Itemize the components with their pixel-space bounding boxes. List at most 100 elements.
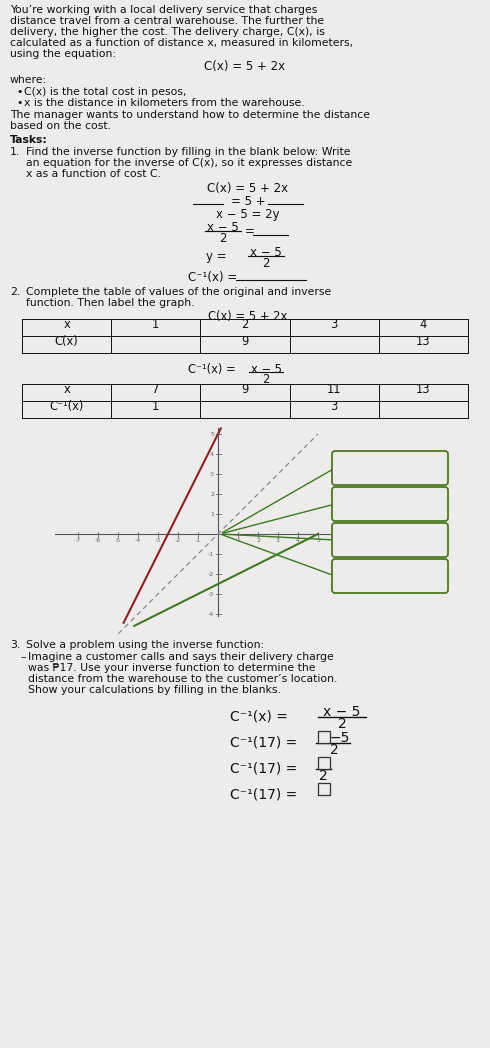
Text: -5: -5 — [115, 538, 121, 543]
Text: •: • — [321, 760, 325, 765]
Text: C⁻¹(17) =: C⁻¹(17) = — [230, 735, 297, 749]
Text: 1.: 1. — [10, 147, 20, 157]
Text: delivery, the higher the cost. The delivery charge, C(x), is: delivery, the higher the cost. The deliv… — [10, 27, 325, 37]
Text: •: • — [16, 99, 23, 108]
Text: 9: 9 — [242, 383, 248, 396]
Text: 2: 2 — [338, 718, 346, 732]
Text: 3: 3 — [276, 538, 280, 543]
Text: 2: 2 — [241, 318, 249, 331]
Text: based on the cost.: based on the cost. — [10, 121, 111, 131]
Text: Solve a problem using the inverse function:: Solve a problem using the inverse functi… — [26, 640, 264, 650]
Text: distance travel from a central warehouse. The further the: distance travel from a central warehouse… — [10, 16, 324, 26]
Text: C(x): C(x) — [55, 335, 78, 348]
Text: Show your calculations by filling in the blanks.: Show your calculations by filling in the… — [28, 685, 281, 695]
Text: -2: -2 — [175, 538, 181, 543]
Text: •: • — [321, 734, 325, 740]
Text: -7: -7 — [75, 538, 81, 543]
Text: C(x) is the total cost in pesos,: C(x) is the total cost in pesos, — [24, 87, 187, 97]
Text: 2: 2 — [262, 257, 270, 270]
Text: =: = — [245, 225, 259, 238]
Text: an equation for the inverse of C(x), so it expresses distance: an equation for the inverse of C(x), so … — [26, 158, 352, 168]
Text: 5: 5 — [316, 538, 320, 543]
Text: 7: 7 — [356, 538, 360, 543]
Text: x − 5 = 2y: x − 5 = 2y — [216, 208, 280, 221]
Text: 3.: 3. — [10, 640, 20, 650]
Text: 2: 2 — [319, 769, 328, 784]
Text: 13: 13 — [416, 335, 431, 348]
Text: function. Then label the graph.: function. Then label the graph. — [26, 298, 195, 308]
Text: 7: 7 — [152, 383, 159, 396]
Text: 1: 1 — [152, 400, 159, 413]
Text: x − 5: x − 5 — [250, 246, 282, 259]
Text: x: x — [63, 383, 70, 396]
Text: -4: -4 — [135, 538, 141, 543]
Text: C⁻¹(x): C⁻¹(x) — [49, 400, 84, 413]
FancyBboxPatch shape — [318, 730, 329, 742]
Text: x − 5: x − 5 — [323, 705, 361, 719]
Text: 2: 2 — [256, 538, 260, 543]
Text: C(x) = 5 + 2x: C(x) = 5 + 2x — [208, 310, 288, 323]
FancyBboxPatch shape — [332, 559, 448, 593]
Text: C⁻¹(17) =: C⁻¹(17) = — [230, 787, 297, 801]
Text: Complete the table of values of the original and inverse: Complete the table of values of the orig… — [26, 287, 331, 297]
Text: x as a function of cost C.: x as a function of cost C. — [26, 169, 161, 179]
FancyBboxPatch shape — [318, 783, 329, 794]
Text: –: – — [20, 652, 25, 662]
Text: 13: 13 — [416, 383, 431, 396]
Text: using the equation:: using the equation: — [10, 49, 116, 59]
Text: -2: -2 — [208, 571, 214, 576]
FancyBboxPatch shape — [332, 523, 448, 556]
Text: C⁻¹(x) =: C⁻¹(x) = — [188, 271, 237, 284]
Text: 4: 4 — [296, 538, 300, 543]
Text: -1: -1 — [208, 551, 214, 556]
Text: C(x) = 5 + 2x: C(x) = 5 + 2x — [204, 60, 286, 73]
FancyBboxPatch shape — [318, 757, 329, 768]
Text: 2: 2 — [210, 492, 214, 497]
Text: The manager wants to understand how to determine the distance: The manager wants to understand how to d… — [10, 110, 370, 121]
Text: 4: 4 — [210, 452, 214, 457]
Text: x: x — [63, 318, 70, 331]
Text: 5: 5 — [210, 432, 214, 437]
Text: C⁻¹(x) =: C⁻¹(x) = — [188, 363, 236, 376]
Text: 2: 2 — [330, 743, 339, 758]
Text: = 5 +: = 5 + — [231, 195, 265, 208]
Text: Imagine a customer calls and says their delivery charge: Imagine a customer calls and says their … — [28, 652, 334, 662]
Text: -3: -3 — [208, 591, 214, 596]
Text: y =: y = — [206, 250, 230, 263]
Text: 1: 1 — [152, 318, 159, 331]
Text: -6: -6 — [95, 538, 101, 543]
Text: C⁻¹(17) =: C⁻¹(17) = — [230, 761, 297, 776]
Text: 2: 2 — [262, 373, 270, 386]
Text: C⁻¹(x) =: C⁻¹(x) = — [230, 709, 288, 723]
Text: 3: 3 — [331, 400, 338, 413]
Text: •: • — [16, 87, 23, 97]
Text: 6: 6 — [336, 538, 340, 543]
Text: 11: 11 — [327, 383, 342, 396]
Text: 4: 4 — [420, 318, 427, 331]
Text: 2: 2 — [219, 232, 227, 245]
Text: -1: -1 — [195, 538, 201, 543]
Text: 9: 9 — [242, 335, 248, 348]
FancyBboxPatch shape — [332, 487, 448, 521]
Text: •: • — [321, 786, 325, 791]
Text: where:: where: — [10, 75, 47, 85]
Text: 3: 3 — [210, 472, 214, 477]
Text: x − 5: x − 5 — [250, 363, 281, 376]
Text: You’re working with a local delivery service that charges: You’re working with a local delivery ser… — [10, 5, 318, 15]
Text: calculated as a function of distance x, measured in kilometers,: calculated as a function of distance x, … — [10, 38, 353, 48]
FancyBboxPatch shape — [332, 451, 448, 485]
Text: -4: -4 — [208, 611, 214, 616]
Text: Find the inverse function by filling in the blank below: Write: Find the inverse function by filling in … — [26, 147, 350, 157]
Text: 3: 3 — [331, 318, 338, 331]
Text: C(x) = 5 + 2x: C(x) = 5 + 2x — [207, 182, 289, 195]
Text: x − 5: x − 5 — [207, 221, 239, 234]
Text: was ₱17. Use your inverse function to determine the: was ₱17. Use your inverse function to de… — [28, 663, 316, 673]
Text: 1: 1 — [210, 511, 214, 517]
Text: x is the distance in kilometers from the warehouse.: x is the distance in kilometers from the… — [24, 99, 305, 108]
Text: 1: 1 — [236, 538, 240, 543]
Text: distance from the warehouse to the customer’s location.: distance from the warehouse to the custo… — [28, 674, 338, 684]
Text: −5: −5 — [330, 732, 350, 745]
Text: Tasks:: Tasks: — [10, 135, 48, 145]
Text: -3: -3 — [155, 538, 161, 543]
Text: 2.: 2. — [10, 287, 20, 297]
